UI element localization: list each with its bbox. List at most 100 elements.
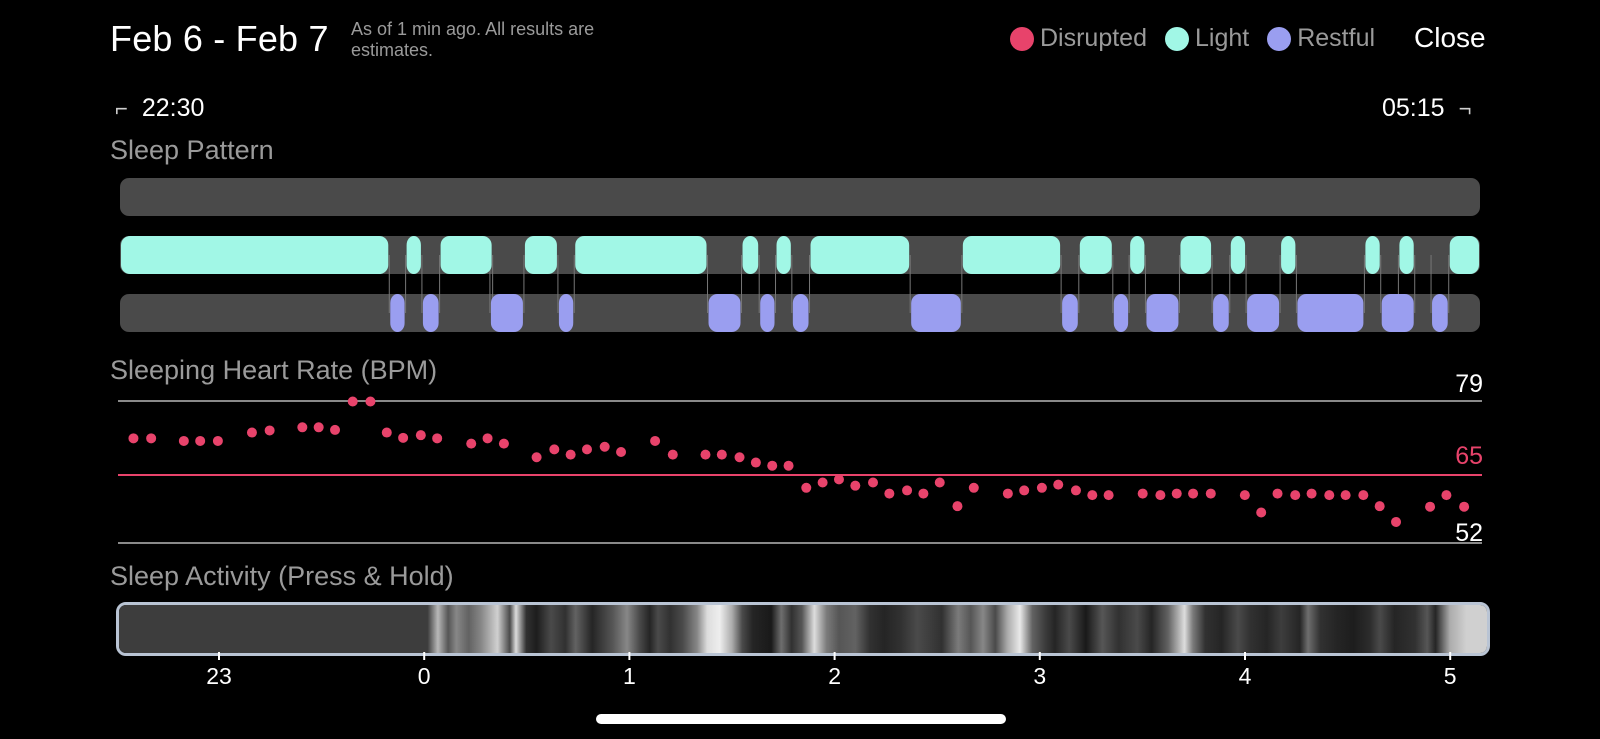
heart-rate-point [1324, 490, 1335, 501]
heart-rate-point [549, 444, 560, 455]
legend-disrupted: Disrupted [1010, 24, 1147, 53]
heart-rate-point [783, 460, 794, 471]
heart-rate-point [1391, 516, 1402, 527]
sleep-activity-title: Sleep Activity (Press & Hold) [110, 561, 454, 591]
heart-rate-point [466, 438, 477, 449]
light-sleep-segment [575, 236, 707, 274]
heart-rate-point [498, 438, 509, 449]
heart-rate-point [884, 488, 895, 499]
disrupted-dot-icon [1010, 26, 1034, 51]
heart-rate-point [246, 427, 257, 438]
restful-sleep-segment [911, 294, 961, 332]
light-sleep-segment [1079, 236, 1112, 274]
restful-sleep-segment [558, 294, 574, 332]
min-value: 52 [1455, 519, 1483, 547]
heart-rate-point [1340, 490, 1351, 501]
close-button[interactable]: Close [1414, 22, 1486, 53]
restful-sleep-segment [1381, 294, 1414, 332]
restful-sleep-segment [422, 294, 439, 332]
heart-rate-point [750, 457, 761, 468]
activity-heatmap [119, 605, 1487, 653]
light-sleep-segment [742, 236, 759, 274]
axis-tick-label: 3 [1033, 663, 1046, 689]
restful-sleep-segment [1432, 294, 1448, 332]
heart-rate-point [801, 482, 812, 493]
light-sleep-segment [810, 236, 910, 274]
heart-rate-point [1087, 490, 1098, 501]
restful-sleep-segment [792, 294, 809, 332]
heart-rate-point [1019, 485, 1030, 496]
heart-rate-point [1272, 488, 1283, 499]
heart-rate-point [347, 396, 358, 407]
light-sleep-segment [406, 236, 421, 274]
heart-rate-point [1053, 479, 1064, 490]
heart-rate-point [1441, 490, 1452, 501]
avg-value: 65 [1455, 442, 1483, 470]
heart-rate-point [599, 441, 610, 452]
restful-sleep-segment [390, 294, 405, 332]
heart-rate-point [902, 485, 913, 496]
light-sleep-segment [1281, 236, 1296, 274]
heart-rate-point [1374, 501, 1385, 512]
restful-sleep-segment [1213, 294, 1229, 332]
heart-rate-point [264, 425, 275, 436]
heart-rate-point [1002, 488, 1013, 499]
legend-restful-label: Restful [1297, 24, 1376, 52]
heart-rate-point [195, 435, 206, 446]
restful-sleep-segment [1062, 294, 1078, 332]
legend-disrupted-label: Disrupted [1040, 24, 1147, 52]
restful-sleep-segment [708, 294, 741, 332]
heart-rate-point [700, 449, 711, 460]
heart-rate-point [952, 501, 963, 512]
heart-rate-point [365, 396, 376, 407]
light-sleep-segment [962, 236, 1061, 274]
restful-sleep-segment [1297, 294, 1364, 332]
heart-rate-point [616, 447, 627, 458]
heart-rate-point [716, 449, 727, 460]
heart-rate-point [1459, 501, 1470, 512]
start-bracket-icon: ⌐ [115, 95, 128, 121]
heart-rate-point [1358, 490, 1369, 501]
heart-rate-point [1306, 488, 1317, 499]
start-time-label: 22:30 [141, 94, 205, 122]
max-value: 79 [1455, 370, 1483, 398]
heart-rate-point [1070, 485, 1081, 496]
heart-rate-point [415, 430, 426, 441]
light-sleep-segment [524, 236, 557, 274]
light-sleep-segment [776, 236, 791, 274]
heart-rate-point [1137, 488, 1148, 499]
light-sleep-segment [1180, 236, 1212, 274]
heart-rate-point [918, 488, 929, 499]
heart-rate-point [1171, 488, 1182, 499]
heart-rate-point [1256, 507, 1267, 518]
light-sleep-segment [1399, 236, 1414, 274]
heart-rate-point [1103, 490, 1114, 501]
legend-restful: Restful [1267, 24, 1375, 53]
heart-rate-title: Sleeping Heart Rate (BPM) [110, 355, 438, 385]
heart-rate-point [850, 480, 861, 491]
restful-sleep-segment [490, 294, 523, 332]
heart-rate-point [432, 433, 443, 444]
legend: Disrupted Light Restful [1010, 24, 1393, 53]
heart-rate-point [833, 474, 844, 485]
page-title: Feb 6 - Feb 7 [110, 18, 329, 59]
home-indicator[interactable] [596, 714, 1006, 724]
heart-rate-point [381, 427, 392, 438]
end-time-label: 05:15 [1382, 94, 1445, 122]
heart-rate-point [667, 449, 678, 460]
end-bracket-icon: ¬ [1458, 95, 1472, 121]
heart-rate-point [817, 477, 828, 488]
sleep-activity-bar[interactable] [116, 602, 1490, 656]
light-sleep-segment [1230, 236, 1246, 274]
heart-rate-point [212, 435, 223, 446]
legend-light-label: Light [1195, 24, 1250, 52]
restful-sleep-segment [1146, 294, 1179, 332]
heart-rate-point [531, 452, 542, 463]
estimate-note: As of 1 min ago. All results are estimat… [351, 19, 595, 60]
start-time: ⌐ 22:30 [115, 94, 204, 123]
heart-rate-point [398, 432, 409, 443]
pattern-track-top [120, 178, 1480, 216]
heart-rate-point [330, 424, 341, 435]
axis-tick-label: 4 [1239, 663, 1252, 689]
